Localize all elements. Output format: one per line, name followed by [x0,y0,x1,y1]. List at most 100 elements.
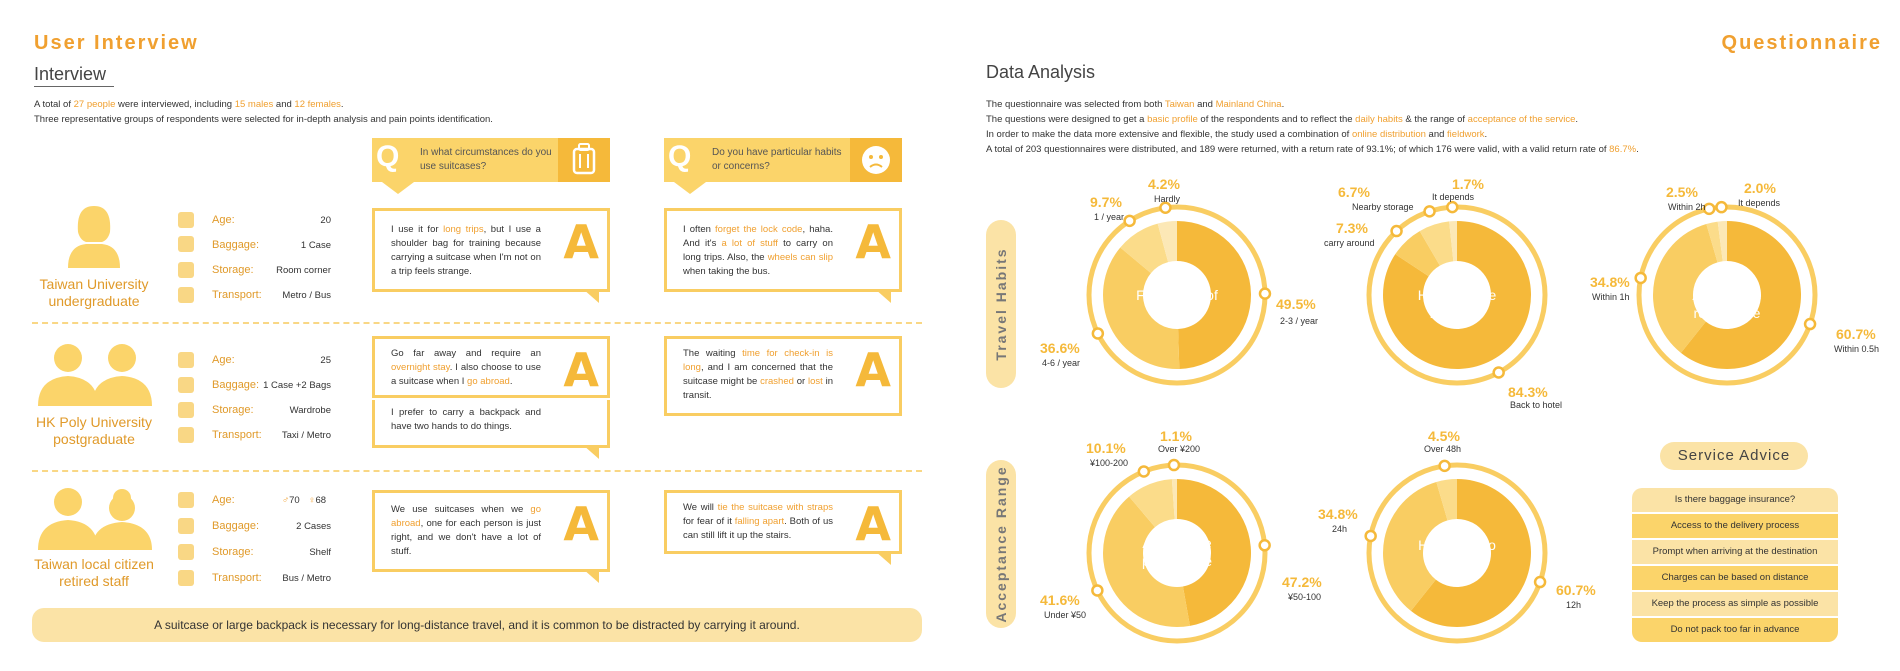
donut-frequency-long-trip [1086,201,1272,386]
transport-label: Transport: [212,289,262,301]
answer-label: A [855,497,891,551]
donut-slice [1653,223,1718,353]
cat-label: 2-3 / year [1280,316,1319,326]
conclusion-banner: A suitcase or large backpack is necessar… [32,608,922,642]
donut-marker [1446,200,1459,214]
storage-value: Room corner [276,265,331,276]
donut-marker [1533,575,1547,589]
cat-label: 4-6 / year [1042,358,1081,368]
donut-marker [1715,200,1728,214]
pct-label: 84.3% [1508,384,1548,400]
transport-label: Transport: [212,572,262,584]
baggage-icon [178,236,194,252]
cat-label: Under ¥50 [1044,610,1087,620]
donut-marker [1492,366,1505,379]
pct-label: 10.1% [1086,440,1126,456]
donut-title: Acceptable price range [1141,535,1213,569]
donut-title: How early to pack [1418,537,1496,571]
donut-marker [1091,327,1105,340]
cat-label: Back to hotel [1510,400,1563,410]
suitcase-icon [558,138,610,182]
donut-title: Frequency of long trip [1136,287,1218,321]
advice-item: Access to the delivery process [1632,514,1838,538]
section-divider [32,470,922,472]
acceptance-range-pill: Acceptance Range [986,460,1016,628]
cat-label: Within 2h [1668,202,1706,212]
worried-face-icon [850,138,902,182]
answer-tail [875,551,891,565]
cat-label: Over 48h [1424,444,1462,454]
house-icon [178,544,194,560]
answer-label: A [563,343,599,397]
cat-label: Nearby storage [1352,202,1414,212]
profile-name: Taiwan local citizen retired staff [34,556,154,589]
service-advice-title: Service Advice [1660,442,1808,470]
question-box-suitcase: Q In what circumstances do you use suitc… [372,138,610,194]
age-value: 20 [320,215,331,226]
storage-label: Storage: [212,546,254,558]
donut-marker [1091,584,1104,597]
elderly-pair-avatar-icon [38,488,152,550]
profile-name: HK Poly University postgraduate [36,414,152,447]
donut-slice [1395,231,1440,277]
donut-slice [1129,479,1175,528]
donut-return-time [1634,200,1818,386]
age-female-value: 68 [315,495,327,506]
questionnaire-intro: The questionnaire was selected from both… [986,99,1639,155]
pct-label: 1.7% [1452,176,1484,192]
male-icon: ♂ [282,495,290,506]
answer-label: A [563,215,599,269]
pct-label: 34.8% [1318,506,1358,522]
cake-icon [178,212,194,228]
donut-title: How to store baggage [1417,287,1497,321]
storage-value: Shelf [309,547,331,558]
answer-text: The waiting time for check-in is long, a… [683,348,833,401]
question-tail [382,182,414,194]
baggage-icon [178,518,194,534]
answer-label: A [855,343,891,397]
pct-label: 2.0% [1744,180,1776,196]
question-text: Do you have particular habits or concern… [712,147,842,172]
baggage-icon [178,377,194,393]
map-pin-icon [178,427,194,443]
donut-outer-ring [1366,462,1548,644]
pct-label: 6.7% [1338,184,1370,200]
donut-marker [1123,214,1136,228]
donut-slice [1449,221,1457,262]
pct-label: 36.6% [1040,340,1080,356]
donut-slice [1419,221,1454,266]
pct-label: 60.7% [1556,582,1596,598]
cat-label: 24h [1332,524,1348,534]
cat-label: 1 / year [1094,212,1125,222]
answer-tail [583,445,599,459]
profile-name: Taiwan University undergraduate [39,276,149,309]
donut-slice [1680,221,1801,369]
data-analysis-subtitle: Data Analysis [986,62,1096,82]
advice-item: Do not pack too far in advance [1632,618,1838,642]
donut-marker [1258,539,1271,552]
service-advice-list: Is there baggage insurance? Access to th… [1632,488,1838,646]
advice-item: Is there baggage insurance? [1632,488,1838,512]
pct-label: 9.7% [1090,194,1122,210]
donut-slice [1383,481,1448,611]
donut-slice [1171,479,1177,520]
storage-label: Storage: [212,404,254,416]
interview-underline [34,86,114,87]
answer-box: I use it for long trips, but I use a sho… [372,208,610,303]
baggage-value: 2 Cases [296,521,331,532]
male-pair-avatar-icon [38,344,152,406]
donut-title: Acceptable return time [1692,287,1762,321]
age-label: Age: [212,354,235,366]
q-label: Q [376,140,400,173]
storage-label: Storage: [212,264,254,276]
interview-intro: A total of 27 people were interviewed, i… [34,99,493,125]
q-label: Q [668,140,692,173]
answer-tail [583,569,599,583]
pct-label: 34.8% [1590,274,1630,290]
pct-label: 4.2% [1148,176,1180,192]
house-icon [178,402,194,418]
pct-label: 7.3% [1336,220,1368,236]
cat-label: ¥50-100 [1288,592,1322,602]
cat-label: ¥100-200 [1090,458,1129,468]
donut-slice [1383,221,1531,369]
